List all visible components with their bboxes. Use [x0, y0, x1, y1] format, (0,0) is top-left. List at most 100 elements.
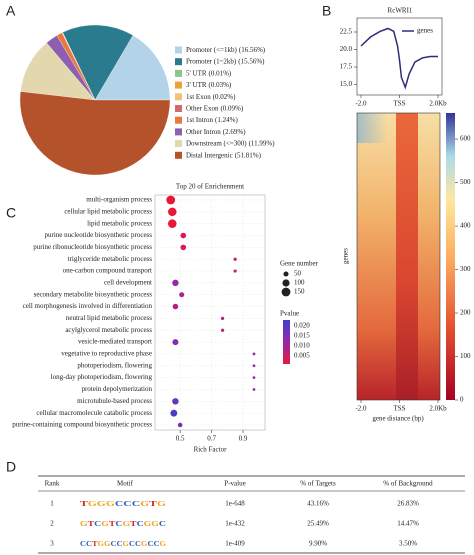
legend-swatch [175, 93, 182, 101]
y-tick-label: lipid metabolic process [87, 219, 152, 227]
point [180, 232, 187, 239]
y-tick-label: cell development [104, 279, 152, 287]
chart-title: RcWRI1 [388, 7, 413, 15]
colorbar-label: 0.005 [294, 352, 310, 360]
point [180, 244, 187, 251]
y-tick-label: acylglycerol metabolic process [65, 326, 152, 334]
y-tick-label: purine ribonucleotide biosynthetic proce… [33, 243, 152, 251]
point [177, 422, 183, 428]
legend-swatch [175, 46, 182, 54]
table-cell: 25.49% [307, 520, 329, 528]
legend-title: Gene number [280, 260, 319, 268]
table-cell: 43.16% [307, 500, 329, 508]
x-tick-label: 2.0Kb [429, 100, 447, 108]
x-tick-label: -2.0 [355, 100, 367, 108]
table-cell: 1e-409 [225, 540, 245, 548]
legend-swatch [175, 58, 182, 66]
line [360, 27, 438, 90]
y-tick-label: neutral lipid metabolic process [66, 314, 152, 322]
x-tick-label: TSS [393, 405, 405, 413]
y-tick-label: long-day photoperiodism, flowering [51, 373, 153, 381]
colorbar-label: 400 [460, 222, 471, 230]
heatmap-frame [356, 112, 441, 401]
colorbar-label: 0.015 [294, 332, 310, 340]
colorbar-label: 0 [460, 396, 464, 404]
legend-swatch [175, 128, 182, 136]
legend-value: (0.01%) [209, 69, 232, 77]
table-cell: 3.50% [399, 540, 417, 548]
plot-area [154, 194, 266, 431]
table-cell: 14.47% [397, 520, 419, 528]
table-cell: 2 [50, 520, 54, 528]
legend-label: 1st Intron (1.24%) [186, 116, 238, 124]
colorbar-label: 500 [460, 178, 471, 186]
point [233, 269, 237, 273]
point [170, 409, 178, 417]
table-cell: 1e-648 [225, 500, 245, 508]
legend-name: 1st Exon [186, 92, 211, 100]
y-tick-label: photoperiodism, flowering [77, 361, 152, 369]
y-tick-label: secondary metabolite biosynthetic proces… [34, 290, 153, 298]
pvalue-colorbar [283, 320, 290, 364]
point [252, 376, 256, 380]
y-tick-label: purine nucleotide biosynthetic process [45, 231, 153, 239]
table-cell: 26.83% [397, 500, 419, 508]
panel-label: B [322, 3, 331, 19]
legend-value: (16.56%) [239, 46, 266, 54]
motif-logo: CCTGGCCGCCGCCG [80, 540, 167, 548]
x-tick-label: 2.0Kb [429, 405, 447, 413]
y-axis-title: genes [342, 248, 350, 264]
legend-swatch [175, 69, 182, 77]
legend-label: 3' UTR (0.03%) [186, 81, 232, 89]
legend-value: (0.09%) [220, 104, 243, 112]
legend-label: Other Intron (2.69%) [186, 128, 246, 136]
legend-name: Other Intron [186, 128, 221, 136]
colorbar [446, 113, 455, 400]
legend-point [281, 287, 291, 297]
legend-name: 3' UTR [186, 81, 207, 89]
legend-label: 100 [294, 279, 305, 287]
point [172, 303, 179, 310]
y-tick-label: multi-organism process [86, 196, 152, 204]
y-tick-label: vegetative to reproductive phase [61, 350, 152, 358]
table-cell: 1e-432 [225, 520, 245, 528]
legend-value: (2.69%) [223, 128, 246, 136]
pie-slice [94, 35, 171, 101]
point [168, 219, 177, 228]
legend-swatch [175, 151, 182, 159]
point [166, 195, 176, 205]
colorbar-label: 100 [460, 352, 471, 360]
pie-slice [62, 24, 134, 101]
legend-label: 5' UTR (0.01%) [186, 69, 232, 77]
legend-point [282, 279, 290, 287]
y-tick-label: 22.5 [340, 28, 353, 36]
point [220, 328, 225, 332]
y-tick-label: triglyceride metabolic process [68, 255, 153, 263]
colorbar-label: 0.020 [294, 322, 310, 330]
legend-value: (1.24%) [215, 116, 238, 124]
point [172, 339, 179, 346]
panel-label: A [6, 3, 16, 19]
point [168, 207, 177, 217]
table-header: Rank [45, 480, 60, 488]
y-tick-label: one-carbon compound transport [63, 267, 152, 275]
y-tick-label: 15.0 [340, 80, 353, 88]
y-tick-label: protein depolymerization [81, 385, 152, 393]
table-header: % of Targets [300, 480, 336, 488]
point [252, 352, 256, 356]
legend-name: 5' UTR [186, 69, 207, 77]
colorbar-label: 300 [460, 265, 471, 273]
legend-swatch [175, 140, 182, 148]
x-tick-label: TSS [393, 100, 405, 108]
heatmap-center [396, 113, 418, 400]
y-tick-label: cell morphogenesis involved in different… [23, 302, 153, 310]
table-header: P-value [224, 480, 245, 488]
legend-label: Other Exon (0.09%) [186, 104, 244, 112]
legend-name: Promoter (<=1kb) [186, 46, 238, 54]
legend-label: genes [417, 27, 433, 35]
legend-value: (0.02%) [213, 92, 236, 100]
legend-name: Downstream (<=300) [186, 139, 247, 147]
